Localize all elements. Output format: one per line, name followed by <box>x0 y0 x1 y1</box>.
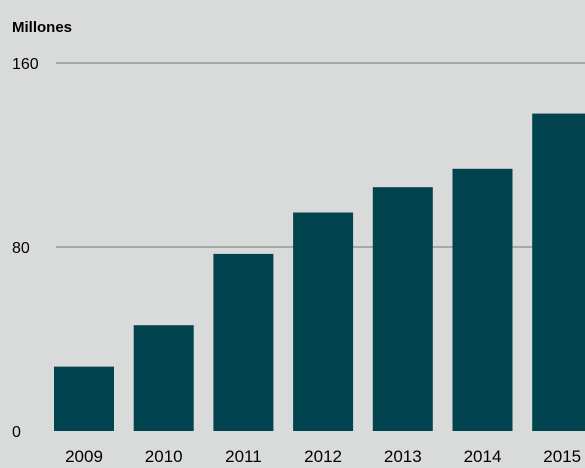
bar-2015 <box>532 113 585 431</box>
bar-2010 <box>133 325 194 431</box>
x-tick-label: 2009 <box>65 447 103 466</box>
x-tick-labels: 2009 2010 2011 2012 2013 2014 2015 <box>65 447 581 466</box>
bar-2014 <box>452 168 513 432</box>
bar-2011 <box>213 253 274 431</box>
x-tick-label: 2015 <box>543 447 581 466</box>
bars <box>54 113 585 432</box>
y-tick-label: 160 <box>12 56 39 73</box>
y-axis-unit-label: Millones <box>12 19 72 36</box>
bar-2012 <box>293 212 354 431</box>
x-tick-label: 2010 <box>145 447 183 466</box>
x-tick-label: 2011 <box>225 447 262 466</box>
y-tick-label: 0 <box>12 424 21 441</box>
bar-2013 <box>372 187 433 431</box>
bar-2009 <box>54 366 114 431</box>
x-tick-label: 2013 <box>384 447 422 466</box>
y-tick-labels: 0 80 160 <box>12 56 39 441</box>
x-tick-label: 2012 <box>304 447 342 466</box>
x-tick-label: 2014 <box>464 447 502 466</box>
y-tick-label: 80 <box>12 240 30 257</box>
